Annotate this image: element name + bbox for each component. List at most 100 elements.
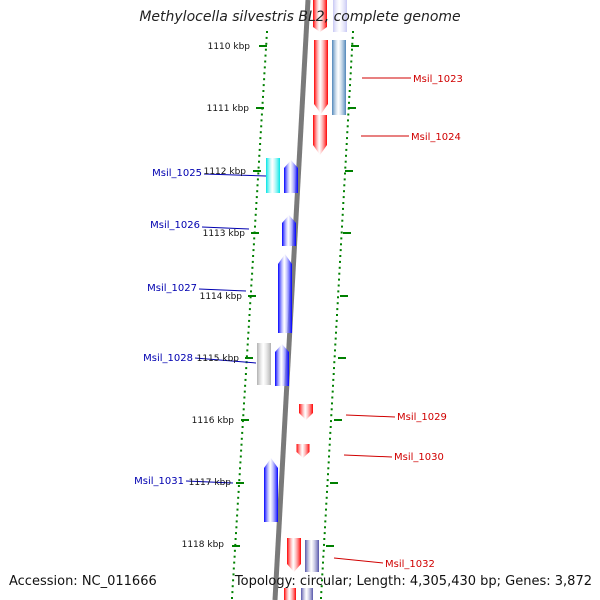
track-dot <box>342 196 345 199</box>
track-dot <box>263 78 266 81</box>
track-dot <box>260 113 263 116</box>
track-dot <box>333 355 336 358</box>
track-dot <box>239 461 242 464</box>
track-dot <box>243 396 246 399</box>
gene-msil-1027 <box>278 254 292 333</box>
track-dot <box>343 190 345 193</box>
track-dot <box>237 485 240 487</box>
label-leader-lines <box>185 77 411 564</box>
track-dot <box>334 337 337 340</box>
tick-label: 1113 kbp <box>203 229 246 239</box>
track-dot <box>333 367 335 370</box>
track-dot <box>349 72 352 75</box>
track-dot <box>332 373 335 375</box>
track-dot <box>346 125 349 128</box>
track-dot <box>341 225 343 228</box>
track-dot <box>240 443 243 446</box>
leader-line <box>343 454 393 458</box>
track-dot <box>343 184 346 187</box>
gene-msil-1030 <box>296 444 310 458</box>
gene-msil-1025 <box>284 160 298 193</box>
gene-label-msil-1024[interactable]: Msil_1024 <box>411 132 461 143</box>
track-dot <box>325 502 328 505</box>
track-dot <box>321 579 323 582</box>
gene-label-msil-1028[interactable]: Msil_1028 <box>143 353 193 364</box>
track-dot <box>339 260 341 263</box>
track-dot <box>324 526 326 529</box>
track-dot <box>245 367 248 370</box>
gene-label-msil-1026[interactable]: Msil_1026 <box>150 220 200 231</box>
track-dot <box>243 402 245 405</box>
track-dot <box>238 479 241 482</box>
gene-label-msil-1030[interactable]: Msil_1030 <box>394 452 444 463</box>
gene-label-msil-1023[interactable]: Msil_1023 <box>413 74 463 85</box>
track-dot <box>249 302 252 305</box>
track-dot <box>239 467 241 470</box>
track-dot <box>244 378 247 381</box>
track-dot <box>325 508 327 511</box>
tick-label: 1117 kbp <box>189 478 232 488</box>
track-dot <box>252 243 255 246</box>
track-dot <box>254 225 256 228</box>
track-dot <box>236 502 239 505</box>
track-dot <box>330 408 333 411</box>
track-dot <box>257 166 260 169</box>
track-dot <box>328 455 330 458</box>
track-dot <box>250 284 253 287</box>
track-dot <box>255 196 258 199</box>
track-dot <box>331 390 334 393</box>
track-dot <box>343 178 346 181</box>
track-dot <box>258 148 261 151</box>
track-dot <box>321 567 324 570</box>
track-dot <box>239 455 242 458</box>
track-dot <box>251 260 254 263</box>
track-dot <box>264 60 267 63</box>
track-dot <box>337 290 340 293</box>
tick-label: 1118 kbp <box>182 540 225 550</box>
track-dot <box>326 479 329 482</box>
track-dot <box>251 272 254 275</box>
track-dot <box>342 202 345 204</box>
track-dot <box>326 490 328 493</box>
track-dot <box>259 131 262 134</box>
track-dot <box>258 160 260 163</box>
track-dot <box>241 426 244 428</box>
track-dot <box>345 143 348 145</box>
track-dot <box>324 520 327 523</box>
track-dot <box>238 473 241 476</box>
track-dot <box>329 437 331 440</box>
gene-label-msil-1027[interactable]: Msil_1027 <box>147 283 197 294</box>
track-dot <box>326 485 329 487</box>
leader-line <box>198 288 247 292</box>
track-dot <box>340 231 343 234</box>
track-dot <box>350 60 353 63</box>
track-dot <box>323 538 326 540</box>
right-tick-marks <box>326 45 359 547</box>
gene-label-msil-1031[interactable]: Msil_1031 <box>134 476 184 487</box>
gene-msil-1031 <box>264 458 278 522</box>
track-dot <box>340 237 343 240</box>
track-dot <box>334 343 337 346</box>
track-dot <box>231 585 234 588</box>
track-dot <box>338 272 341 275</box>
gene-label-msil-1029[interactable]: Msil_1029 <box>397 412 447 423</box>
track-dot <box>341 219 344 222</box>
track-dot <box>233 561 236 564</box>
track-dot <box>351 42 354 45</box>
gene-label-msil-1032[interactable]: Msil_1032 <box>385 559 435 570</box>
track-dot <box>344 160 347 163</box>
track-dot <box>330 420 332 423</box>
track-dot <box>265 36 268 39</box>
track-dot <box>257 172 260 175</box>
track-dot <box>264 48 267 51</box>
gene-msil-1032 <box>287 538 301 572</box>
track-dot <box>335 331 337 334</box>
track-dot <box>246 349 249 352</box>
track-dot <box>332 378 335 381</box>
track-dot <box>336 314 338 316</box>
gene-msil-1026 <box>282 215 296 246</box>
gene-label-msil-1025[interactable]: Msil_1025 <box>152 168 202 179</box>
track-dot <box>244 384 247 387</box>
track-dot <box>232 573 235 576</box>
track-dot <box>342 207 344 210</box>
